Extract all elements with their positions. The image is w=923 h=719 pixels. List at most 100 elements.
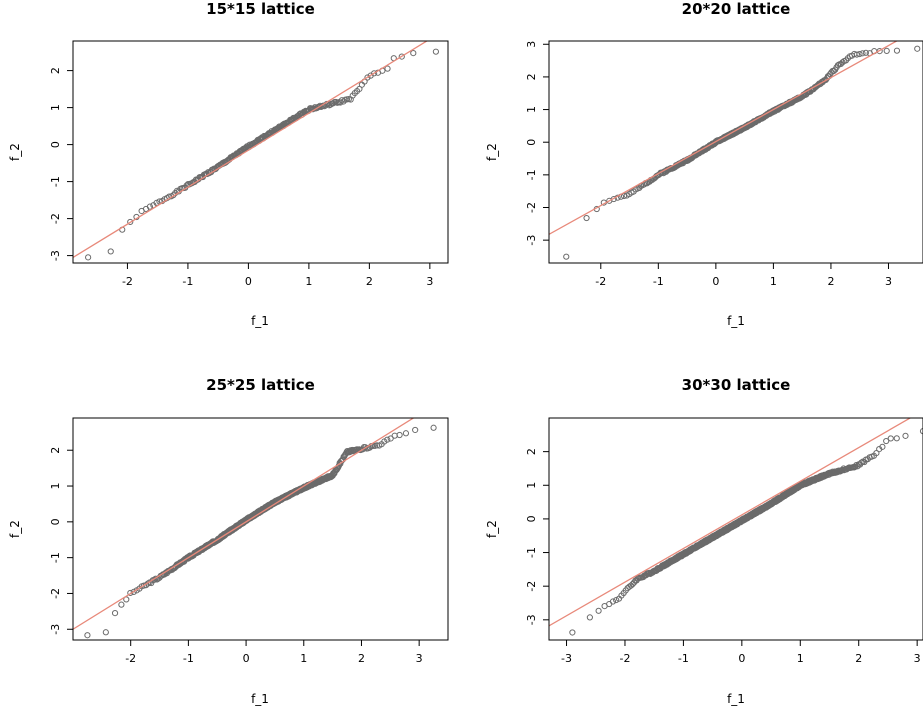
data-point bbox=[883, 47, 890, 55]
data-point bbox=[127, 589, 134, 597]
y-tick-label: -1 bbox=[49, 552, 62, 563]
qq-panel-1: 15*15 lattice -2 -1 0 1 2 3 -3 -2 -1 0 1 2 f_1 f_2 bbox=[8, 0, 449, 328]
data-point bbox=[862, 49, 869, 56]
data-point bbox=[85, 254, 92, 261]
data-point bbox=[384, 65, 391, 72]
scatter-points bbox=[85, 48, 439, 261]
data-point bbox=[609, 598, 617, 605]
data-point bbox=[146, 203, 154, 210]
data-point bbox=[879, 443, 886, 450]
data-point bbox=[606, 600, 613, 608]
x-tick-label: 0 bbox=[243, 652, 250, 665]
y-tick-label: 1 bbox=[49, 104, 62, 111]
data-point bbox=[362, 444, 369, 451]
data-point bbox=[387, 435, 394, 442]
data-point bbox=[586, 614, 593, 621]
data-point bbox=[914, 45, 921, 52]
plot-frame bbox=[72, 417, 449, 641]
x-tick-label: -3 bbox=[561, 652, 572, 665]
y-tick-label: 0 bbox=[49, 141, 62, 148]
panel-title: 20*20 lattice bbox=[682, 0, 791, 18]
x-tick-label: 2 bbox=[366, 275, 373, 288]
data-point bbox=[876, 48, 883, 55]
y-tick-label: 2 bbox=[49, 67, 62, 74]
data-point bbox=[391, 432, 398, 439]
x-tick-label: 3 bbox=[914, 652, 921, 665]
y-tick-label: 1 bbox=[49, 483, 62, 490]
x-tick-label: -1 bbox=[182, 275, 193, 288]
data-point bbox=[410, 50, 417, 57]
data-point bbox=[893, 435, 900, 442]
x-axis-label: f_1 bbox=[727, 692, 745, 706]
data-point bbox=[84, 632, 91, 639]
data-point bbox=[396, 431, 403, 439]
plot-frame bbox=[548, 417, 923, 641]
x-tick-label: -2 bbox=[595, 275, 606, 288]
data-point bbox=[583, 214, 590, 222]
x-tick-label: -1 bbox=[678, 652, 689, 665]
x-axis-label: f_1 bbox=[251, 692, 269, 706]
data-point bbox=[371, 70, 378, 77]
y-tick-label: -3 bbox=[525, 235, 538, 246]
y-tick-label: 1 bbox=[525, 482, 538, 489]
data-point bbox=[595, 607, 602, 614]
y-tick-label: -3 bbox=[525, 614, 538, 625]
data-point bbox=[111, 610, 119, 617]
reference-line bbox=[73, 418, 415, 630]
y-axis-label: f_2 bbox=[485, 520, 499, 538]
x-tick-label: 2 bbox=[855, 652, 862, 665]
qq-panel-2: 20*20 lattice -2 -1 0 1 2 3 -3 -2 -1 0 1 2 3 f_1 f_2 bbox=[485, 0, 923, 328]
data-point bbox=[130, 588, 137, 596]
x-tick-label: -1 bbox=[653, 275, 664, 288]
data-point bbox=[412, 426, 419, 434]
data-point bbox=[153, 199, 160, 206]
panel-title: 15*15 lattice bbox=[206, 0, 315, 18]
scatter-points bbox=[563, 45, 921, 260]
data-point bbox=[118, 601, 125, 608]
data-point bbox=[432, 48, 439, 55]
y-tick-label: -1 bbox=[525, 547, 538, 558]
plot-frame bbox=[548, 40, 923, 264]
x-tick-label: -2 bbox=[619, 652, 630, 665]
data-point bbox=[384, 436, 391, 443]
y-axis-label: f_2 bbox=[8, 143, 22, 161]
reference-line bbox=[549, 41, 899, 235]
x-tick-label: -2 bbox=[125, 652, 136, 665]
panel-title: 30*30 lattice bbox=[682, 376, 791, 394]
data-point bbox=[430, 424, 437, 431]
data-point bbox=[873, 450, 880, 457]
x-tick-label: -1 bbox=[183, 652, 194, 665]
data-point bbox=[856, 50, 863, 58]
y-tick-label: 1 bbox=[525, 106, 538, 113]
y-tick-label: -1 bbox=[525, 169, 538, 180]
y-tick-label: -2 bbox=[525, 581, 538, 592]
data-point bbox=[102, 629, 109, 636]
x-tick-label: 1 bbox=[797, 652, 804, 665]
data-point bbox=[858, 459, 865, 466]
y-axis-label: f_2 bbox=[8, 520, 22, 538]
data-point bbox=[883, 437, 890, 445]
data-point bbox=[853, 51, 860, 58]
data-point bbox=[893, 47, 901, 54]
data-point bbox=[839, 59, 846, 66]
y-axis-label: f_2 bbox=[485, 143, 499, 161]
y-tick-label: 0 bbox=[525, 515, 538, 522]
y-tick-label: -3 bbox=[49, 250, 62, 261]
panel-title: 25*25 lattice bbox=[206, 376, 315, 394]
x-tick-label: 1 bbox=[300, 652, 307, 665]
x-axis-label: f_1 bbox=[251, 314, 269, 328]
data-point bbox=[887, 435, 894, 442]
y-tick-label: 3 bbox=[525, 41, 538, 48]
data-point bbox=[859, 50, 866, 57]
qq-panel-4: 30*30 lattice -3 -2 -1 0 1 2 3 -3 -2 -1 0 1 2 f_1 f_2 bbox=[485, 376, 923, 706]
x-axis-label: f_1 bbox=[727, 314, 745, 328]
data-point bbox=[127, 218, 134, 226]
y-tick-label: -2 bbox=[49, 588, 62, 599]
data-point bbox=[902, 432, 909, 439]
y-tick-label: 2 bbox=[525, 448, 538, 455]
y-tick-label: -2 bbox=[49, 213, 62, 224]
y-tick-label: -1 bbox=[49, 176, 62, 187]
y-tick-label: -2 bbox=[525, 202, 538, 213]
x-tick-label: 1 bbox=[770, 275, 777, 288]
